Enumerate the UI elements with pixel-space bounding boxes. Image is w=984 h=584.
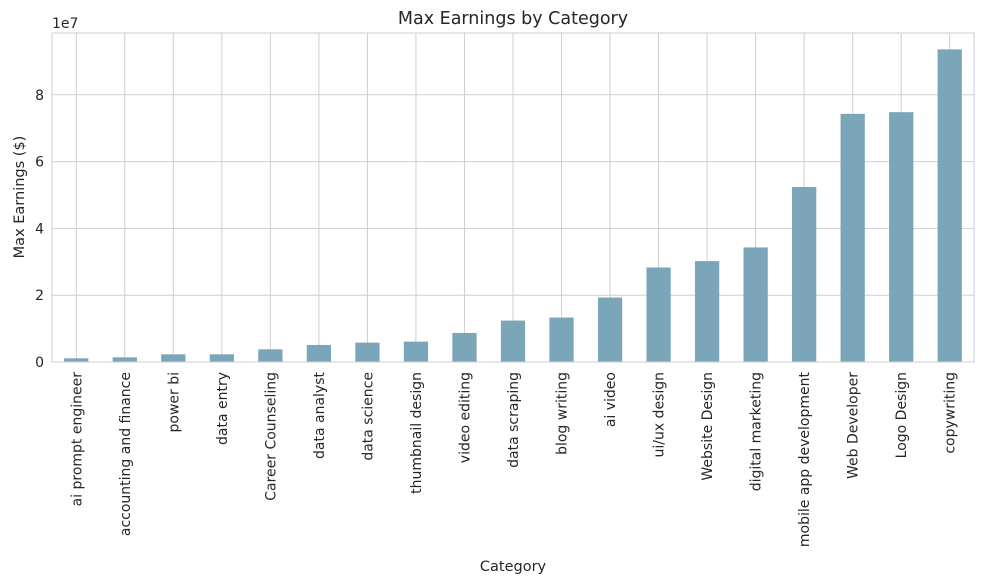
- bar-power-bi: [161, 354, 186, 362]
- x-tick-label: ai prompt engineer: [69, 372, 85, 507]
- x-tick-labels: ai prompt engineer accounting and finance…: [69, 371, 958, 547]
- x-tick-label: data scraping: [506, 372, 522, 468]
- bar-data-analyst: [306, 344, 332, 362]
- x-tick-label: accounting and finance: [118, 372, 134, 536]
- bar-copywriting: [937, 49, 962, 363]
- bar-data-scraping: [500, 320, 526, 362]
- x-tick-label: data entry: [215, 372, 231, 445]
- x-tick-label: digital marketing: [749, 372, 765, 491]
- bar-website-design: [694, 261, 720, 362]
- y-tick-label: 6: [35, 155, 44, 171]
- y-tick-label: 4: [35, 221, 44, 237]
- plot-area-frame: [51, 32, 975, 363]
- bar-ai-prompt-engineer: [64, 358, 89, 362]
- grid-lines: [52, 33, 974, 363]
- bar-ui-ux-design: [646, 267, 671, 362]
- x-axis-label: Category: [480, 559, 547, 575]
- x-tick-label: copywriting: [943, 372, 959, 454]
- bar-logo-design: [889, 112, 914, 363]
- x-tick-label: mobile app development: [797, 371, 813, 547]
- x-tick-label: Website Design: [700, 372, 716, 481]
- y-tick-labels: 0 2 4 6 8: [35, 88, 44, 371]
- bar-ai-video: [597, 297, 623, 362]
- bar-digital-marketing: [743, 247, 768, 362]
- x-tick-label: blog writing: [555, 372, 571, 455]
- x-tick-label: Career Counseling: [263, 372, 279, 501]
- y-tick-label: 2: [35, 288, 44, 304]
- bar-video-editing: [452, 332, 477, 362]
- bar-mobile-app-development: [792, 186, 817, 362]
- x-tick-label: power bi: [166, 372, 182, 433]
- bar-career-counseling: [258, 349, 283, 362]
- bar-thumbnail-design: [403, 341, 429, 362]
- x-tick-label: ai video: [603, 372, 619, 427]
- chart-title: Max Earnings by Category: [398, 9, 628, 29]
- y-tick-label: 8: [35, 88, 44, 104]
- bar-blog-writing: [549, 317, 574, 362]
- bar-data-entry: [209, 354, 234, 362]
- bar-accounting-and-finance: [112, 357, 137, 362]
- y-axis-offset-label: 1e7: [52, 16, 78, 32]
- y-axis-label: Max Earnings ($): [12, 136, 28, 259]
- bar-data-science: [355, 342, 380, 362]
- x-tick-label: ui/ux design: [652, 372, 668, 458]
- y-tick-label: 0: [35, 355, 44, 371]
- x-tick-label: Web Developer: [846, 372, 862, 479]
- bar-web-developer: [840, 113, 865, 362]
- x-tick-label: thumbnail design: [409, 372, 425, 494]
- bars: [64, 49, 962, 363]
- x-tick-label: data science: [360, 372, 376, 461]
- x-tick-label: data analyst: [312, 372, 328, 459]
- x-tick-label: video editing: [457, 372, 473, 463]
- x-tick-label: Logo Design: [894, 372, 910, 458]
